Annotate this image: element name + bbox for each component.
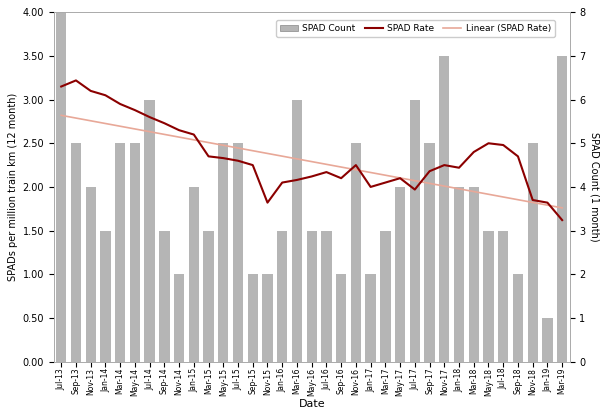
- Y-axis label: SPAD Count (1 month): SPAD Count (1 month): [590, 132, 599, 242]
- Bar: [557, 56, 567, 362]
- Bar: [130, 143, 140, 362]
- Bar: [498, 231, 508, 362]
- Bar: [174, 274, 184, 362]
- Bar: [218, 143, 229, 362]
- Bar: [56, 13, 66, 362]
- Bar: [233, 143, 243, 362]
- Bar: [542, 318, 553, 362]
- Bar: [306, 231, 317, 362]
- Legend: SPAD Count, SPAD Rate, Linear (SPAD Rate): SPAD Count, SPAD Rate, Linear (SPAD Rate…: [276, 20, 554, 37]
- Bar: [100, 231, 111, 362]
- Bar: [424, 143, 435, 362]
- Bar: [395, 187, 406, 362]
- Bar: [159, 231, 170, 362]
- Bar: [351, 143, 361, 362]
- Bar: [115, 143, 125, 362]
- Bar: [247, 274, 258, 362]
- Bar: [292, 100, 302, 362]
- Bar: [86, 187, 96, 362]
- Bar: [513, 274, 523, 362]
- Bar: [321, 231, 331, 362]
- Bar: [365, 274, 376, 362]
- Bar: [469, 187, 479, 362]
- Bar: [71, 143, 81, 362]
- Bar: [204, 231, 213, 362]
- Bar: [145, 100, 155, 362]
- Bar: [262, 274, 272, 362]
- Bar: [188, 187, 199, 362]
- X-axis label: Date: Date: [299, 399, 325, 409]
- Bar: [483, 231, 494, 362]
- Bar: [336, 274, 347, 362]
- Bar: [410, 100, 420, 362]
- Bar: [528, 143, 538, 362]
- Bar: [277, 231, 288, 362]
- Y-axis label: SPADs per million train km (12 month): SPADs per million train km (12 month): [9, 93, 18, 281]
- Bar: [439, 56, 449, 362]
- Bar: [454, 187, 464, 362]
- Bar: [380, 231, 390, 362]
